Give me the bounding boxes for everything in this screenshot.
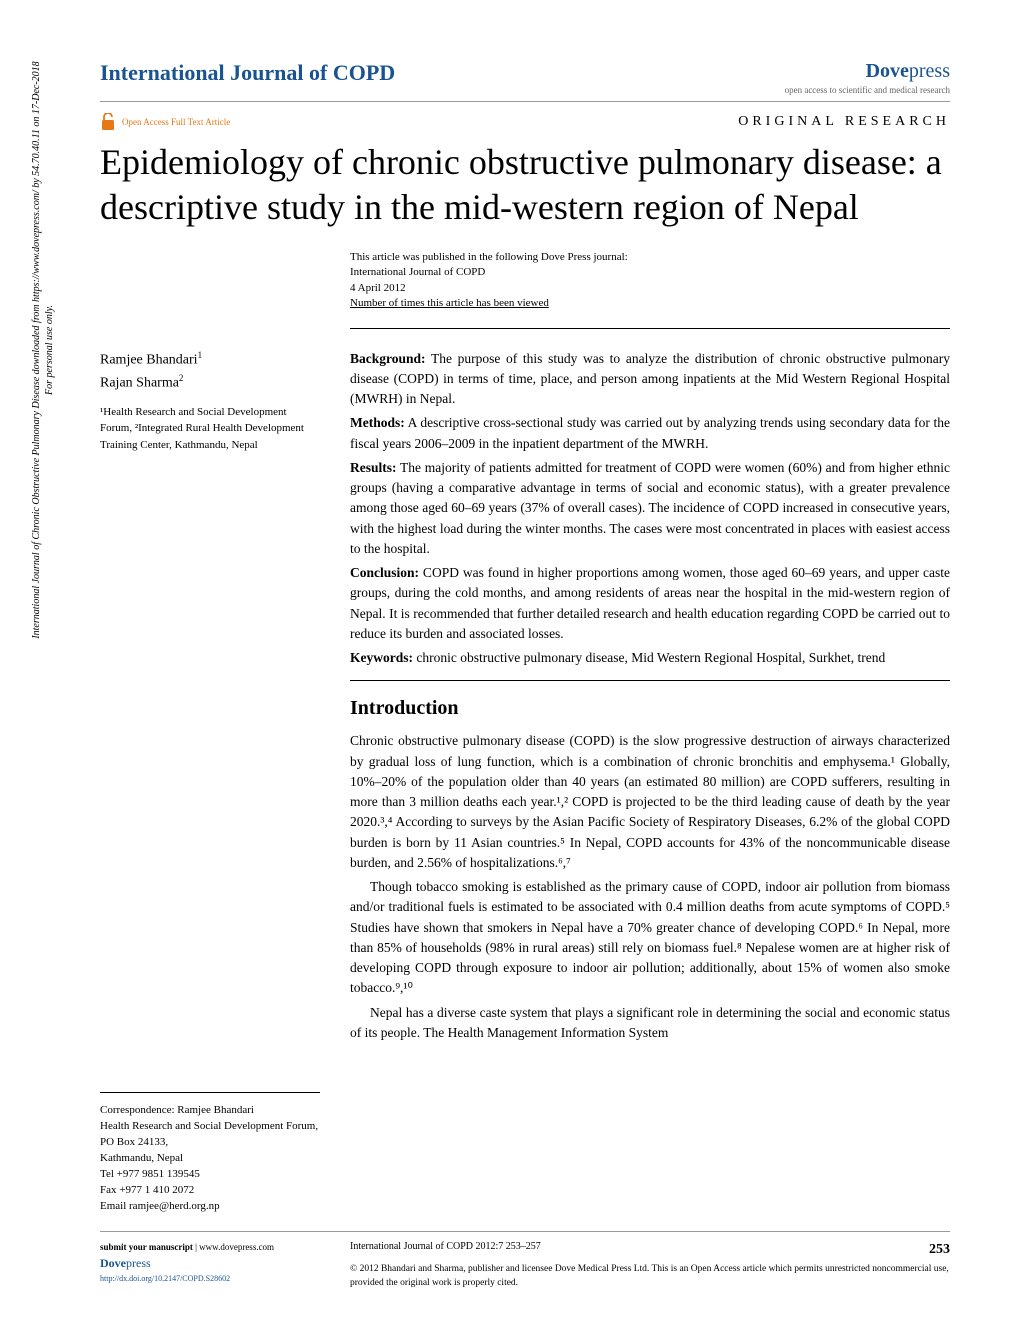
open-access-label: Open Access Full Text Article — [122, 117, 230, 127]
publisher-block: Dovepress open access to scientific and … — [785, 60, 950, 95]
page-number: 253 — [929, 1240, 950, 1260]
citation: International Journal of COPD 2012:7 253… — [350, 1240, 541, 1260]
correspondence-block: Correspondence: Ramjee Bhandari Health R… — [100, 1092, 320, 1215]
submit-manuscript-link[interactable]: submit your manuscript | www.dovepress.c… — [100, 1240, 320, 1254]
open-access-badge: Open Access Full Text Article — [100, 112, 230, 132]
pubinfo-divider — [350, 328, 950, 329]
abstract-conclusion: Conclusion: COPD was found in higher pro… — [350, 563, 950, 644]
abstract-methods: Methods: A descriptive cross-sectional s… — [350, 413, 950, 454]
copyright-notice: © 2012 Bhandari and Sharma, publisher an… — [350, 1263, 950, 1290]
page-header: International Journal of COPD Dovepress … — [100, 60, 950, 95]
affiliations: ¹Health Research and Social Development … — [100, 404, 320, 454]
download-attribution: International Journal of Chronic Obstruc… — [30, 50, 56, 650]
publication-info: This article was published in the follow… — [350, 250, 950, 312]
article-title: Epidemiology of chronic obstructive pulm… — [100, 140, 950, 230]
header-divider — [100, 101, 950, 102]
doi-link[interactable]: http://dx.doi.org/10.2147/COPD.S28602 — [100, 1273, 320, 1286]
author-2: Rajan Sharma2 — [100, 372, 320, 394]
intro-paragraph-3: Nepal has a diverse caste system that pl… — [350, 1003, 950, 1044]
footer-left: submit your manuscript | www.dovepress.c… — [100, 1240, 320, 1290]
intro-paragraph-2: Though tobacco smoking is established as… — [350, 877, 950, 999]
author-column: Ramjee Bhandari1 Rajan Sharma2 ¹Health R… — [100, 349, 320, 1044]
correspondence-email[interactable]: Email ramjee@herd.org.np — [100, 1199, 320, 1215]
abstract-background: Background: The purpose of this study wa… — [350, 349, 950, 410]
journal-name: International Journal of COPD — [100, 60, 395, 86]
abstract-results: Results: The majority of patients admitt… — [350, 458, 950, 559]
intro-paragraph-1: Chronic obstructive pulmonary disease (C… — [350, 731, 950, 873]
page-footer: submit your manuscript | www.dovepress.c… — [100, 1231, 950, 1290]
footer-right: International Journal of COPD 2012:7 253… — [350, 1240, 950, 1290]
open-lock-icon — [100, 112, 116, 132]
article-type: ORIGINAL RESEARCH — [738, 114, 950, 130]
abstract-divider — [350, 680, 950, 681]
content-column: Background: The purpose of this study wa… — [350, 349, 950, 1044]
author-1: Ramjee Bhandari1 — [100, 349, 320, 371]
main-columns: Ramjee Bhandari1 Rajan Sharma2 ¹Health R… — [100, 349, 950, 1044]
introduction-heading: Introduction — [350, 693, 950, 723]
publisher-name[interactable]: Dovepress — [785, 60, 950, 83]
publisher-tagline: open access to scientific and medical re… — [785, 85, 950, 95]
badge-row: Open Access Full Text Article ORIGINAL R… — [100, 112, 950, 132]
footer-publisher[interactable]: Dovepress — [100, 1254, 320, 1273]
abstract-keywords: Keywords: chronic obstructive pulmonary … — [350, 648, 950, 668]
view-count-link[interactable]: Number of times this article has been vi… — [350, 296, 950, 311]
